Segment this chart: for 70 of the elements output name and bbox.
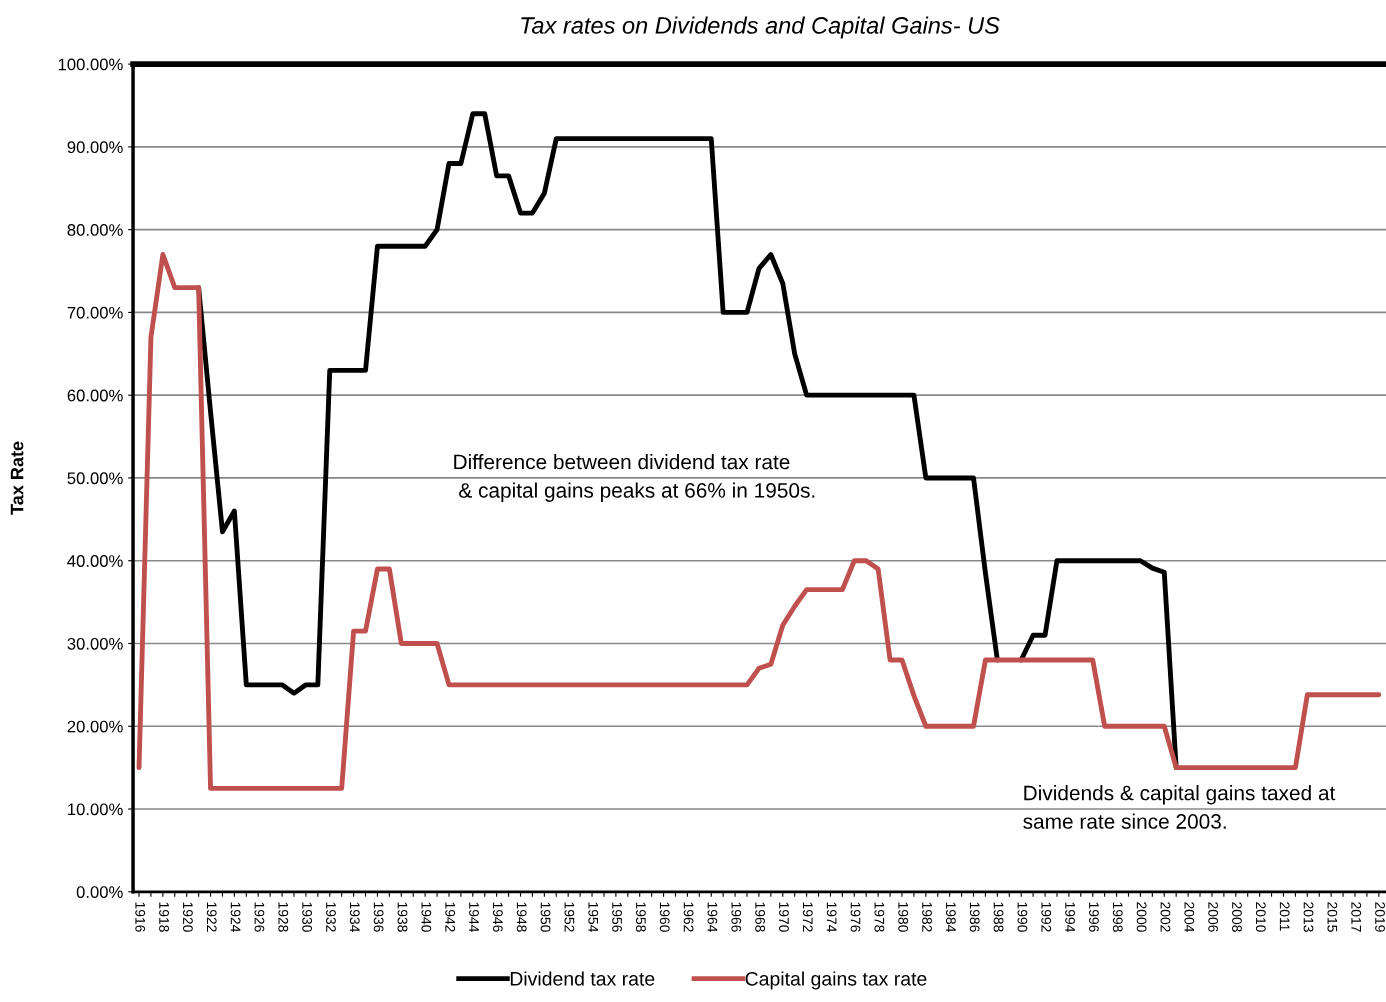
x-tick-label: 1948 <box>516 902 527 932</box>
x-tick-label: 1968 <box>755 902 766 932</box>
x-tick-label: 1956 <box>612 902 622 932</box>
x-tick-label: 1938 <box>397 902 408 932</box>
x-tick-label: 1932 <box>326 902 336 932</box>
y-tick-label: 0.00% <box>76 886 123 898</box>
x-tick-label: 1990 <box>1017 902 1028 932</box>
y-tick-label: 60.00% <box>67 389 123 402</box>
x-tick-label: 1982 <box>922 902 932 932</box>
x-tick-label: 1926 <box>254 902 265 932</box>
legend-label: Capital gains tax rate <box>745 971 927 990</box>
x-tick-label: 1988 <box>993 902 1004 932</box>
y-axis-title: Tax Rate <box>10 441 24 515</box>
annotation: Dividends & capital gains taxed at same rate since 2003. <box>1023 785 1336 829</box>
x-tick-label: 1960 <box>659 902 670 932</box>
x-tick-label: 2000 <box>1136 902 1147 932</box>
x-tick-label: 1992 <box>1041 902 1052 932</box>
x-tick-label: 1962 <box>683 902 694 932</box>
x-tick-label: 1930 <box>302 902 313 932</box>
x-tick-label: 1966 <box>731 902 742 932</box>
x-tick-label: 2002 <box>1160 902 1171 932</box>
y-tick-label: 70.00% <box>67 306 123 319</box>
x-tick-label: 1976 <box>850 902 861 932</box>
x-tick-label: 1964 <box>707 902 718 932</box>
x-tick-label: 1924 <box>230 902 241 932</box>
y-tick-label: 10.00% <box>68 803 123 816</box>
x-tick-label: 2006 <box>1208 902 1219 932</box>
y-tick-label: 50.00% <box>67 472 123 485</box>
x-tick-label: 1922 <box>206 902 217 932</box>
x-tick-label: 1944 <box>469 902 479 932</box>
x-tick-label: 2004 <box>1184 902 1195 932</box>
x-tick-label: 1994 <box>1065 902 1075 932</box>
x-tick-label: 1978 <box>874 902 885 932</box>
x-tick-label: 2013 <box>1303 902 1314 932</box>
y-tick-label: 80.00% <box>67 224 123 236</box>
y-tick-label: 30.00% <box>67 637 123 650</box>
x-tick-label: 1942 <box>445 902 456 932</box>
x-tick-label: 2010 <box>1255 902 1266 932</box>
y-tick-label: 40.00% <box>67 555 123 567</box>
x-tick-label: 1952 <box>564 902 575 932</box>
x-tick-label: 1940 <box>421 902 432 932</box>
x-tick-label: 2017 <box>1351 902 1362 932</box>
x-tick-label: 1936 <box>373 902 384 932</box>
annotation: Difference between dividend tax rate & capital gains peaks at 66% in 1950s. <box>454 454 815 502</box>
x-tick-label: 2008 <box>1232 902 1242 932</box>
x-tick-label: 1984 <box>945 902 956 932</box>
x-tick-label: 1970 <box>779 902 789 932</box>
x-tick-label: 1946 <box>492 902 503 932</box>
x-tick-label: 1934 <box>349 902 360 932</box>
x-tick-label: 2019 <box>1375 902 1385 932</box>
x-tick-label: 1986 <box>969 902 980 932</box>
x-tick-label: 1996 <box>1089 902 1099 932</box>
x-tick-label: 2011 <box>1279 902 1290 931</box>
y-tick-label: 90.00% <box>67 141 123 154</box>
x-tick-label: 1916 <box>135 902 146 932</box>
x-tick-label: 1950 <box>540 902 551 932</box>
x-tick-label: 1920 <box>182 902 193 932</box>
x-tick-label: 1954 <box>588 902 599 932</box>
legend-label: Dividend tax rate <box>510 971 655 986</box>
y-tick-label: 20.00% <box>67 720 123 733</box>
x-tick-label: 1928 <box>278 902 289 932</box>
chart-title: Tax rates on Dividends and Capital Gains- US <box>521 16 1000 39</box>
x-tick-label: 1974 <box>826 902 837 932</box>
x-tick-label: 2015 <box>1327 902 1338 932</box>
x-tick-label: 1958 <box>635 902 646 932</box>
x-tick-label: 1998 <box>1112 902 1123 932</box>
x-tick-label: 1972 <box>802 902 813 932</box>
x-tick-label: 1918 <box>159 902 169 932</box>
y-tick-label: 100.00% <box>58 58 123 71</box>
x-tick-label: 1980 <box>898 902 909 932</box>
